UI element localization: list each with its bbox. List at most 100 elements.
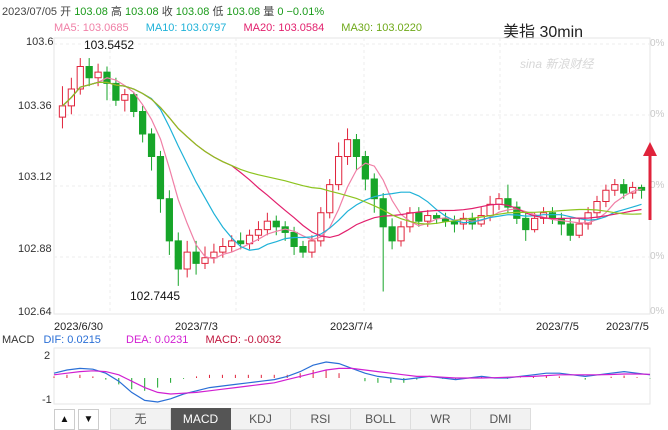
tab-macd[interactable]: MACD — [171, 408, 231, 430]
indicator-tabs: 无 MACD KDJ RSI BOLL WR DMI — [110, 408, 531, 430]
y-tick-label: 103.6 — [26, 36, 54, 48]
scroll-up-button[interactable]: ▲ — [54, 409, 75, 430]
ma10-label: MA10: 103.0797 — [145, 22, 227, 34]
scroll-down-button[interactable]: ▼ — [78, 409, 99, 430]
y-tick-label: 103.12 — [18, 171, 52, 183]
date-label: 2023/6/30 — [54, 321, 103, 333]
open-label: 开 — [60, 6, 72, 18]
candle-body — [94, 71, 102, 79]
pct-tick-label: 0% — [650, 109, 665, 120]
tab-none[interactable]: 无 — [110, 408, 171, 430]
date-label: 2023/7/3 — [175, 321, 218, 333]
macd-axis-label: 2 — [44, 350, 51, 362]
low-value: 103.08 — [226, 6, 261, 18]
dea-label: DEA: 0.0231 — [126, 334, 189, 346]
ma10-line — [62, 81, 642, 251]
pct-tick-label: 0% — [650, 251, 665, 262]
candle-body — [201, 257, 209, 264]
close-value: 103.08 — [175, 6, 210, 18]
tab-kdj[interactable]: KDJ — [231, 408, 291, 430]
candle-body — [183, 251, 191, 270]
candle-body — [228, 240, 236, 247]
candle-body — [459, 217, 467, 225]
candle-body — [130, 94, 138, 112]
candle-body — [522, 217, 530, 231]
candle-body — [219, 246, 227, 253]
candle-body — [335, 156, 343, 186]
candle-body — [611, 184, 619, 191]
candle-body — [174, 240, 182, 270]
candle-body — [637, 186, 646, 191]
tab-wr[interactable]: WR — [411, 408, 471, 430]
date-label: 2023/7/4 — [330, 321, 373, 333]
candle-body — [156, 156, 165, 200]
candle-body — [415, 212, 423, 222]
candle-body — [326, 184, 334, 214]
tab-dmi[interactable]: DMI — [471, 408, 531, 430]
candle-body — [121, 94, 129, 101]
candle-body — [531, 217, 539, 231]
pct-tick-label: 0% — [650, 180, 665, 191]
candle-body — [254, 229, 263, 236]
ma30-line — [62, 81, 642, 225]
quote-date: 2023/07/05 — [2, 6, 58, 18]
candle-body — [620, 184, 628, 194]
candle-body — [370, 178, 378, 200]
candle-body — [308, 240, 316, 253]
y-tick-label: 103.36 — [18, 100, 52, 112]
low-label: 低 — [212, 6, 224, 18]
plot-frame — [53, 37, 651, 315]
date-label: 2023/7/5 — [606, 321, 649, 333]
high-label: 高 — [110, 6, 122, 18]
candle-body — [433, 215, 441, 219]
candle-body — [147, 133, 156, 157]
candle-body — [486, 203, 494, 217]
dif-label: DIF: 0.0215 — [43, 334, 101, 346]
volume-label: 量 — [263, 6, 275, 18]
ma5-line — [62, 77, 642, 260]
price-range-indicator-icon — [643, 142, 657, 220]
candle-body — [495, 198, 503, 205]
candle-body — [112, 82, 120, 101]
candle-body — [388, 226, 396, 242]
candle-body — [602, 189, 610, 202]
candle-body — [575, 223, 583, 236]
candle-body — [593, 201, 601, 214]
candle-body — [379, 198, 387, 228]
candle-body — [317, 212, 325, 242]
ma5-label: MA5: 103.0685 — [54, 22, 129, 34]
low-annotation: 102.7445 — [130, 289, 181, 303]
y-tick-label: 102.64 — [18, 306, 52, 318]
ma20-label: MA20: 103.0584 — [243, 22, 325, 34]
macd-title: MACD — [2, 334, 35, 346]
sina-watermark: sina 新浪财经 — [520, 57, 594, 71]
macd-frame — [53, 347, 651, 405]
high-value: 103.08 — [124, 6, 159, 18]
candle-body — [397, 226, 405, 242]
tab-rsi[interactable]: RSI — [291, 408, 351, 430]
macd-axis-label: -1 — [42, 394, 52, 406]
volume-value: 0 — [277, 6, 284, 18]
candle-body — [263, 220, 271, 231]
open-value: 103.08 — [74, 6, 108, 18]
macd-value-label: MACD: -0.0032 — [205, 334, 282, 346]
dea-line — [53, 367, 651, 395]
candle-body — [290, 231, 298, 247]
tab-boll[interactable]: BOLL — [351, 408, 411, 430]
moving-average-legend: MA5: 103.0685 MA10: 103.0797 MA20: 103.0… — [54, 22, 422, 34]
candle-body — [139, 111, 147, 135]
candle-body — [272, 220, 280, 228]
y-tick-label: 102.88 — [18, 243, 52, 255]
candle-body — [192, 251, 200, 264]
candle-body — [299, 246, 307, 253]
change-percent: −0.01% — [286, 6, 325, 18]
candle-body — [566, 223, 574, 236]
date-label: 2023/7/5 — [536, 321, 579, 333]
close-label: 收 — [161, 6, 173, 18]
candle-body — [352, 139, 361, 157]
candle-body — [424, 215, 432, 222]
candle-body — [165, 198, 173, 242]
candle-body — [76, 66, 84, 90]
candle-body — [210, 251, 218, 259]
candle-body — [504, 198, 512, 208]
